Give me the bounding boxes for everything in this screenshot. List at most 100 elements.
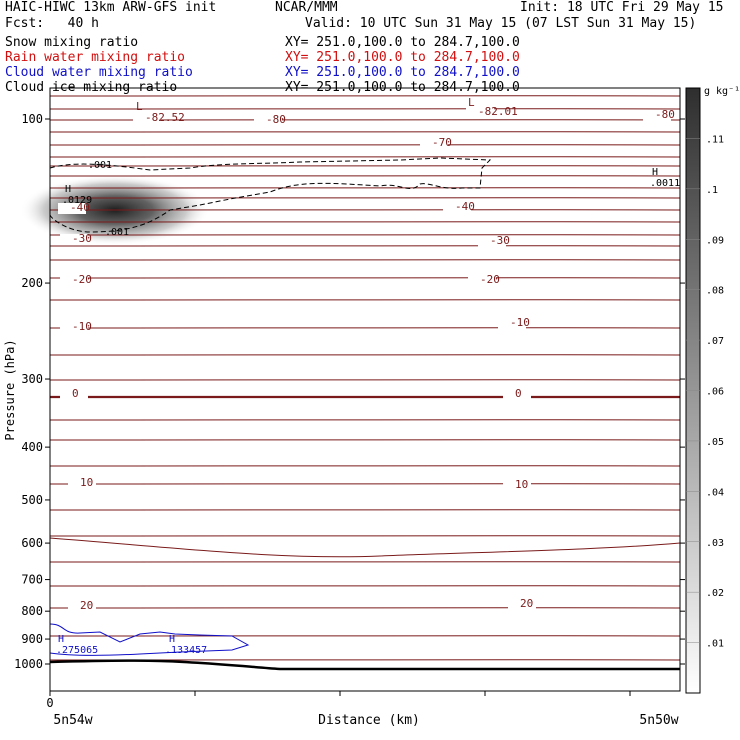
init-time: Init: 18 UTC Fri 29 May 15 — [520, 0, 724, 15]
y-tick-label: 200 — [21, 276, 43, 290]
isotherm-line — [49, 465, 681, 467]
field-rain: Rain water mixing ratio — [5, 50, 186, 65]
isotherm-line — [49, 561, 681, 563]
isotherm-label: -20 — [480, 273, 500, 286]
isotherm-label: -10 — [510, 316, 530, 329]
colorbar-label: .02 — [706, 588, 724, 599]
colorbar-label: .01 — [706, 639, 724, 650]
isotherm-line — [49, 95, 681, 97]
y-tick-label: 800 — [21, 604, 43, 618]
isotherm-label: 10 — [80, 476, 93, 489]
isotherm-line — [49, 509, 681, 511]
terrain-line — [49, 659, 680, 671]
isotherm-line — [49, 635, 681, 637]
ice-contour-label: .001 — [105, 227, 129, 238]
plot-frame — [49, 87, 681, 692]
x-tick-label: 0 — [46, 696, 53, 710]
isotherm-line — [49, 165, 681, 167]
high-value: .0011 — [650, 178, 680, 189]
x-axis-label: Distance (km) — [318, 713, 420, 728]
isotherm-label: 0 — [72, 387, 79, 400]
isotherm-line — [49, 259, 681, 261]
colorbar-label: .06 — [706, 387, 724, 398]
isotherm-line — [49, 108, 681, 110]
low-marker: L — [468, 96, 475, 109]
isotherm-line — [49, 144, 681, 146]
isotherm-label: -30 — [490, 234, 510, 247]
colorbar-label: .04 — [706, 487, 724, 498]
colorbar-unit: g kg⁻¹ — [704, 86, 740, 97]
field-cloud-water: Cloud water mixing ratio — [5, 65, 193, 80]
isotherm-label: 0 — [515, 387, 522, 400]
isotherm-label: -80 — [655, 108, 675, 121]
y-tick-label: 300 — [21, 372, 43, 386]
y-tick-label: 1000 — [14, 657, 43, 671]
isotherm-label: -30 — [72, 232, 92, 245]
low-marker: L — [136, 100, 143, 113]
field-snow: Snow mixing ratio — [5, 35, 139, 50]
isotherm-line — [49, 209, 681, 211]
isotherm-label: -80 — [266, 113, 286, 126]
isotherm-line — [49, 419, 681, 421]
isotherm-label: -40 — [455, 200, 475, 213]
isotherm-line — [49, 354, 681, 356]
isotherm-line — [49, 483, 681, 485]
colorbar-label: .11 — [706, 134, 724, 145]
isotherm-line — [49, 175, 681, 177]
isotherm-label: -20 — [72, 273, 92, 286]
isotherm-label: 20 — [520, 597, 533, 610]
isotherm-line — [49, 277, 681, 279]
isotherm-label: -82.01 — [478, 105, 518, 118]
isotherm-label: -40 — [70, 201, 90, 214]
high-marker: H — [65, 184, 71, 195]
xy-rain: XY= 251.0,100.0 to 284.7,100.0 — [285, 50, 520, 65]
isotherm-line — [49, 221, 681, 223]
y-tick-label: 400 — [21, 440, 43, 454]
y-tick-label: 600 — [21, 536, 43, 550]
colorbar-label: .05 — [706, 437, 724, 448]
isotherm-line — [49, 327, 681, 329]
high-value: .275065 — [56, 645, 98, 656]
institution: NCAR/MMM — [275, 0, 338, 15]
forecast-hour: Fcst: 40 h — [5, 16, 99, 31]
isotherm-line — [49, 299, 681, 301]
y-axis-label: Pressure (hPa) — [3, 339, 17, 440]
y-tick-label: 700 — [21, 573, 43, 587]
high-value: .0129 — [62, 195, 92, 206]
isotherm-label: -10 — [72, 320, 92, 333]
isotherm-line — [49, 197, 681, 199]
isotherm-line — [49, 234, 681, 236]
x-right-label: 5n50w — [639, 713, 678, 728]
isotherm-line — [49, 607, 681, 609]
isotherm-line — [49, 187, 681, 189]
isotherm-line — [49, 131, 681, 133]
isotherm-label: 10 — [515, 478, 528, 491]
xy-cloud-water: XY= 251.0,100.0 to 284.7,100.0 — [285, 65, 520, 80]
high-marker: H — [652, 167, 658, 178]
colorbar-label: .09 — [706, 235, 724, 246]
isotherm-line — [49, 585, 681, 587]
isotherm-line — [49, 379, 681, 381]
colorbar-label: .08 — [706, 286, 724, 297]
y-tick-label: 900 — [21, 632, 43, 646]
isotherm-line — [49, 119, 681, 121]
isotherm-label: -82.52 — [145, 111, 185, 124]
cloud-water-contour — [49, 623, 250, 656]
y-tick-label: 100 — [21, 112, 43, 126]
high-marker: H — [169, 634, 175, 645]
xy-snow: XY= 251.0,100.0 to 284.7,100.0 — [285, 35, 520, 50]
high-value: .133457 — [165, 645, 207, 656]
model-title: HAIC-HIWC 13km ARW-GFS init — [5, 0, 217, 15]
valid-time: Valid: 10 UTC Sun 31 May 15 (07 LST Sun … — [305, 16, 697, 31]
x-left-label: 5n54w — [53, 713, 92, 728]
isotherm-label: 20 — [80, 599, 93, 612]
high-marker: H — [58, 634, 64, 645]
isotherm-line — [49, 535, 681, 537]
colorbar-label: .07 — [706, 336, 724, 347]
isotherm-line-800 — [49, 537, 681, 558]
ice-contour-label: .001 — [88, 160, 112, 171]
isotherm-line — [49, 156, 681, 158]
isotherm-label: -70 — [432, 136, 452, 149]
colorbar-label: .1 — [706, 185, 718, 196]
